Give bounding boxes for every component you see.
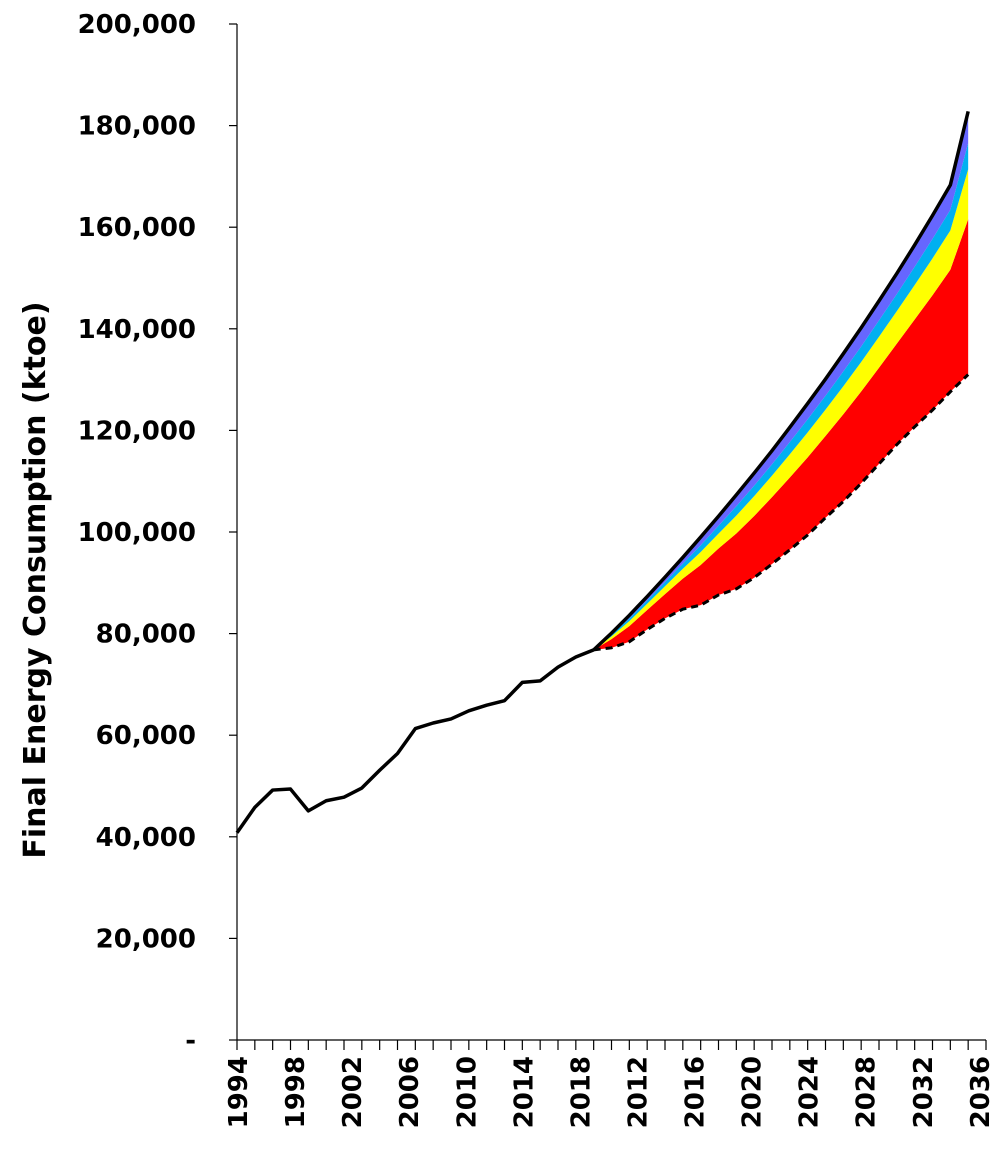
x-tick-label: 2018 bbox=[566, 1056, 596, 1128]
x-tick-label: 2014 bbox=[509, 1056, 539, 1128]
series-lines bbox=[235, 110, 970, 834]
y-tick-label: 60,000 bbox=[96, 721, 196, 751]
x-tick-label: 2028 bbox=[852, 1056, 882, 1128]
x-tick-label: 2010 bbox=[452, 1056, 482, 1128]
x-tick-label: 2016 bbox=[681, 1056, 711, 1128]
x-tick-label: 1998 bbox=[281, 1056, 311, 1128]
y-tick-label: - bbox=[185, 1026, 196, 1056]
x-tick-label: 2006 bbox=[395, 1056, 425, 1128]
axes bbox=[229, 23, 987, 1050]
y-tick-label: 100,000 bbox=[78, 518, 196, 548]
baseline-dashed-line bbox=[593, 373, 970, 652]
x-tick-label: 2036 bbox=[966, 1056, 996, 1128]
x-tick-label: 2032 bbox=[909, 1056, 939, 1128]
x-tick-label: 2002 bbox=[338, 1056, 368, 1128]
x-tick-label: 2020 bbox=[738, 1056, 768, 1128]
y-axis-title: Final Energy Consumption (ktoe) bbox=[18, 301, 53, 858]
y-tick-labels: - 20,000 40,000 60,000 80,000 100,000 120,000 1… bbox=[78, 10, 196, 1056]
total-line bbox=[592, 110, 970, 652]
y-tick-label: 80,000 bbox=[96, 620, 196, 650]
historical-line bbox=[235, 648, 595, 834]
y-tick-label: 120,000 bbox=[78, 416, 196, 446]
x-tick-label: 2024 bbox=[795, 1056, 825, 1128]
y-tick-label: 160,000 bbox=[78, 213, 196, 243]
band-1 bbox=[593, 219, 969, 650]
y-tick-label: 180,000 bbox=[78, 112, 196, 142]
y-tick-label: 20,000 bbox=[96, 924, 196, 954]
y-tick-label: 40,000 bbox=[96, 823, 196, 853]
y-tick-label: 140,000 bbox=[78, 315, 196, 345]
x-tick-label: 2012 bbox=[623, 1056, 653, 1128]
projection-bands bbox=[593, 111, 969, 650]
x-tick-labels: 1994 1998 2002 2006 2010 2014 2018 2012 2016 2020… bbox=[224, 1056, 996, 1128]
y-tick-label: 200,000 bbox=[78, 10, 196, 40]
x-tick-label: 1994 bbox=[224, 1056, 254, 1128]
